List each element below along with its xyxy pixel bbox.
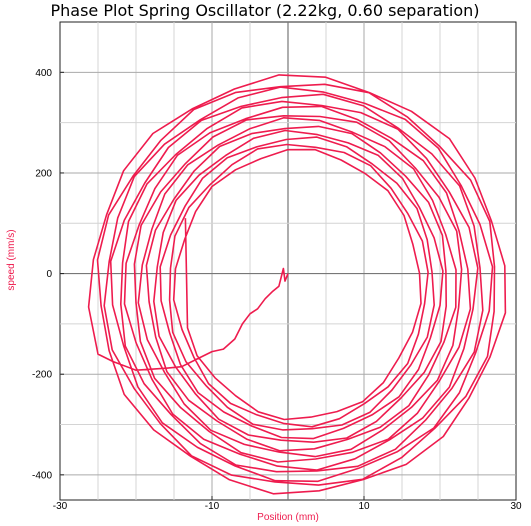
y-tick-label: 400 <box>35 68 52 79</box>
chart-title: Phase Plot Spring Oscillator (2.22kg, 0.… <box>51 1 480 20</box>
series-line <box>87 74 507 495</box>
y-tick-label: -200 <box>32 370 52 381</box>
x-tick-label: 30 <box>510 501 522 512</box>
x-tick-label: -30 <box>53 501 68 512</box>
series-layer <box>87 74 507 495</box>
y-tick-label: -400 <box>32 470 52 481</box>
tick-labels: -30 -10 10 30 -400 -200 0 200 400 <box>32 68 522 512</box>
y-tick-label: 200 <box>35 168 52 179</box>
x-axis-label: Position (mm) <box>257 512 319 523</box>
x-tick-label: -10 <box>205 501 220 512</box>
x-tick-label: 10 <box>358 501 370 512</box>
y-axis-label: speed (mm/s) <box>6 229 17 290</box>
y-tick-label: 0 <box>46 269 52 280</box>
